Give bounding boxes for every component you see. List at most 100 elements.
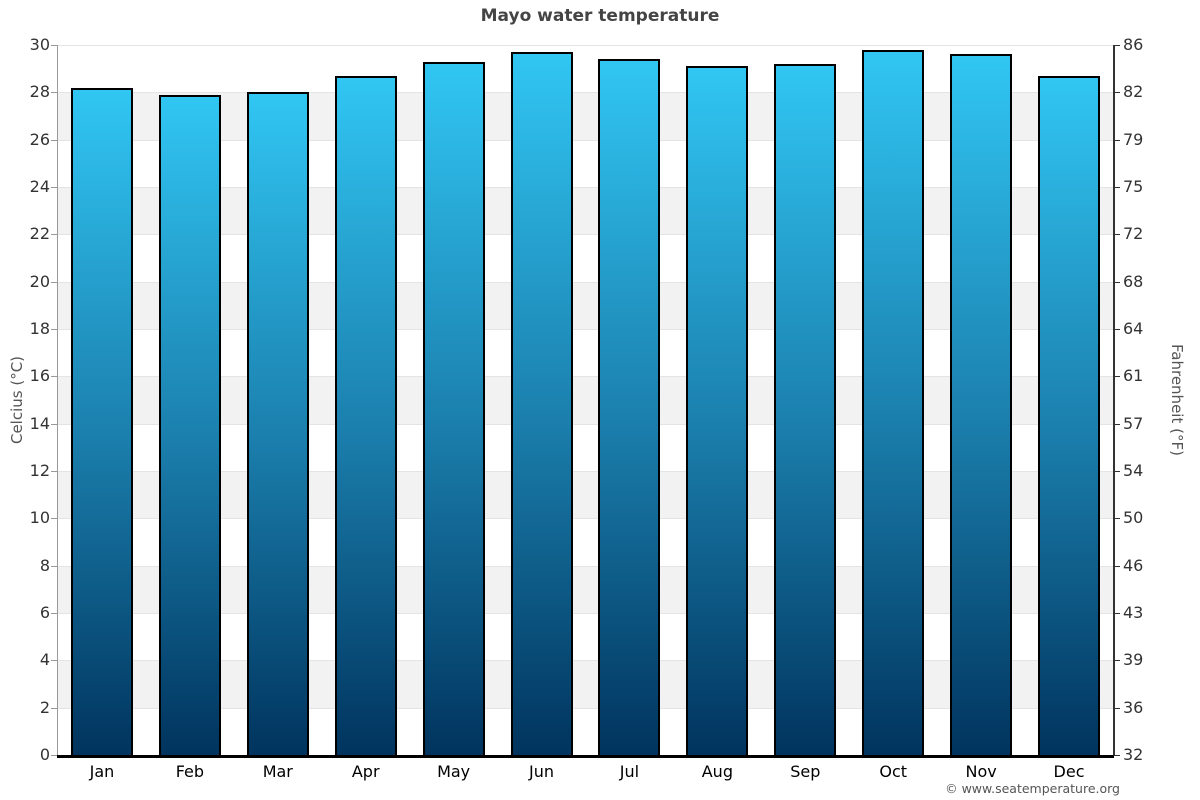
gridline <box>58 45 1113 46</box>
month-label-jul: Jul <box>619 762 640 781</box>
gridline <box>58 613 1113 614</box>
celsius-tick-label: 4 <box>39 650 50 670</box>
celsius-tick-label: 24 <box>29 177 50 196</box>
grid-band <box>58 518 1113 566</box>
gridline <box>58 376 1113 378</box>
bar-jul <box>598 59 661 755</box>
bar-apr <box>334 75 397 755</box>
bar-jan <box>70 87 133 755</box>
celsius-tick-mark <box>51 45 57 46</box>
grid-band <box>58 234 1113 282</box>
fahrenheit-tick-label: 86 <box>1123 35 1144 54</box>
fahrenheit-tick-label: 75 <box>1123 177 1144 196</box>
celsius-tick-label: 14 <box>29 413 50 433</box>
month-label-dec: Dec <box>1053 762 1085 781</box>
fahrenheit-tick-label: 79 <box>1123 129 1144 149</box>
bar-dec <box>1038 75 1101 755</box>
gridline <box>58 187 1113 188</box>
bar-oct <box>862 49 925 755</box>
bar-may <box>422 61 485 755</box>
fahrenheit-tick-mark <box>1114 755 1120 756</box>
celsius-tick-mark <box>51 376 57 378</box>
grid-band <box>58 565 1113 613</box>
fahrenheit-tick-label: 46 <box>1123 555 1144 575</box>
celsius-tick-label: 30 <box>29 35 50 54</box>
gridline <box>58 707 1113 709</box>
bar-sep <box>774 63 837 755</box>
month-label-may: May <box>437 762 471 781</box>
celsius-tick-label: 22 <box>29 224 50 244</box>
fahrenheit-tick-mark <box>1114 613 1120 614</box>
chart-title: Mayo water temperature <box>480 6 720 26</box>
celsius-axis-title: Celcius (°C) <box>8 355 26 445</box>
grid-band <box>58 281 1113 329</box>
celsius-tick-label: 12 <box>29 461 50 480</box>
fahrenheit-tick-mark <box>1114 139 1120 141</box>
celsius-tick-mark <box>51 234 57 236</box>
celsius-tick-label: 28 <box>29 82 50 102</box>
month-label-jun: Jun <box>529 762 555 781</box>
fahrenheit-tick-label: 39 <box>1123 650 1144 670</box>
month-label-sep: Sep <box>790 762 821 781</box>
gridline <box>58 471 1113 472</box>
fahrenheit-tick-label: 32 <box>1123 745 1144 764</box>
celsius-tick-label: 6 <box>39 603 50 622</box>
grid-band <box>58 329 1113 377</box>
celsius-tick-label: 10 <box>29 508 50 528</box>
celsius-tick-mark <box>51 518 57 520</box>
gridline <box>58 329 1113 330</box>
celsius-tick-mark <box>51 613 57 614</box>
month-label-nov: Nov <box>965 762 997 781</box>
celsius-tick-mark <box>51 423 57 425</box>
fahrenheit-tick-label: 61 <box>1123 366 1144 386</box>
fahrenheit-axis-title: Fahrenheit (°F) <box>1168 344 1186 456</box>
fahrenheit-axis-line <box>1113 45 1115 755</box>
celsius-tick-mark <box>51 471 57 472</box>
grid-band <box>58 92 1113 140</box>
grid-band <box>58 660 1113 708</box>
gridline <box>58 423 1113 425</box>
celsius-tick-label: 20 <box>29 271 50 291</box>
fahrenheit-tick-label: 36 <box>1123 697 1144 717</box>
fahrenheit-tick-label: 72 <box>1123 224 1144 244</box>
bar-nov <box>950 54 1013 755</box>
fahrenheit-tick-label: 43 <box>1123 603 1144 622</box>
celsius-tick-label: 16 <box>29 366 50 386</box>
grid-band <box>58 471 1113 519</box>
bar-jun <box>510 52 573 755</box>
grid-band <box>58 613 1113 661</box>
gridline <box>58 139 1113 141</box>
celsius-tick-label: 2 <box>39 697 50 717</box>
fahrenheit-tick-mark <box>1114 707 1120 709</box>
celsius-tick-mark <box>51 660 57 662</box>
month-label-oct: Oct <box>879 762 908 781</box>
celsius-tick-mark <box>51 281 57 283</box>
fahrenheit-tick-mark <box>1114 518 1120 520</box>
gridline <box>58 92 1113 94</box>
celsius-tick-mark <box>51 187 57 188</box>
bar-aug <box>686 66 749 755</box>
bar-mar <box>246 92 309 755</box>
fahrenheit-tick-mark <box>1114 565 1120 567</box>
month-label-mar: Mar <box>262 762 293 781</box>
celsius-tick-label: 18 <box>29 319 50 338</box>
celsius-tick-label: 26 <box>29 129 50 149</box>
fahrenheit-tick-mark <box>1114 471 1120 472</box>
fahrenheit-tick-label: 82 <box>1123 82 1144 102</box>
month-label-apr: Apr <box>351 762 380 781</box>
copyright-credit: © www.seatemperature.org <box>945 781 1120 796</box>
month-label-jan: Jan <box>89 762 115 781</box>
grid-band <box>58 187 1113 235</box>
plot-area <box>58 45 1113 756</box>
celsius-tick-mark <box>51 565 57 567</box>
grid-band <box>58 376 1113 424</box>
gridline <box>58 565 1113 567</box>
fahrenheit-tick-mark <box>1114 423 1120 425</box>
gridline <box>58 281 1113 283</box>
fahrenheit-tick-label: 64 <box>1123 319 1144 338</box>
fahrenheit-tick-mark <box>1114 281 1120 283</box>
fahrenheit-tick-label: 50 <box>1123 508 1144 528</box>
grid-band <box>58 707 1113 755</box>
fahrenheit-tick-label: 54 <box>1123 461 1144 480</box>
